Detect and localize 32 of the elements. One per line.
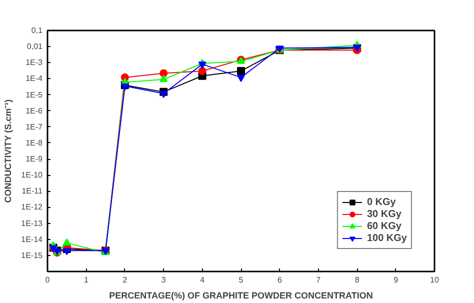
x-tick-label: 3 <box>161 276 166 284</box>
x-tick-label: 7 <box>316 276 322 284</box>
y-tick-label: 1E-9 <box>26 154 44 164</box>
x-tick-label: 8 <box>354 276 360 284</box>
legend-label: 0 KGy <box>366 196 396 208</box>
y-tick-label: 1E-8 <box>26 138 44 148</box>
y-axis-title: CONDUCTIVITY (S.cm⁻¹) <box>3 99 14 203</box>
y-tick-label: 1E-6 <box>26 106 44 116</box>
y-tick-label: 1E-13 <box>21 218 44 228</box>
y-tick-label: 1E-5 <box>26 90 44 100</box>
y-tick-label: 1E-4 <box>26 74 44 84</box>
x-axis-title: PERCENTAGE(%) OF GRAPHITE POWDER CONCENTRATION <box>109 290 373 300</box>
y-tick-label: 1E-7 <box>26 122 44 132</box>
x-tick-label: 5 <box>238 276 244 284</box>
y-tick-label: 1E-3 <box>26 58 44 68</box>
x-tick-label: 4 <box>200 276 206 284</box>
legend-label: 100 KGy <box>366 232 407 244</box>
x-tick-label: 2 <box>122 276 128 284</box>
x-tick-label: 9 <box>394 276 399 284</box>
y-tick-label: 0,01 <box>26 42 44 52</box>
x-tick-label: 10 <box>430 276 440 284</box>
y-tick-label: 0,1 <box>31 26 44 35</box>
y-tick-label: 1E-14 <box>21 234 44 244</box>
y-tick-label: 1E-10 <box>21 170 44 180</box>
x-tick-label: 0 <box>45 276 50 284</box>
x-tick-label: 6 <box>277 276 282 284</box>
y-tick-label: 1E-12 <box>21 202 44 212</box>
y-tick-label: 1E-11 <box>22 186 44 196</box>
x-tick-label: 1 <box>84 276 89 284</box>
legend-label: 60 KGy <box>366 220 402 232</box>
legend-label: 30 KGy <box>366 208 402 220</box>
y-tick-label: 1E-15 <box>21 250 44 260</box>
